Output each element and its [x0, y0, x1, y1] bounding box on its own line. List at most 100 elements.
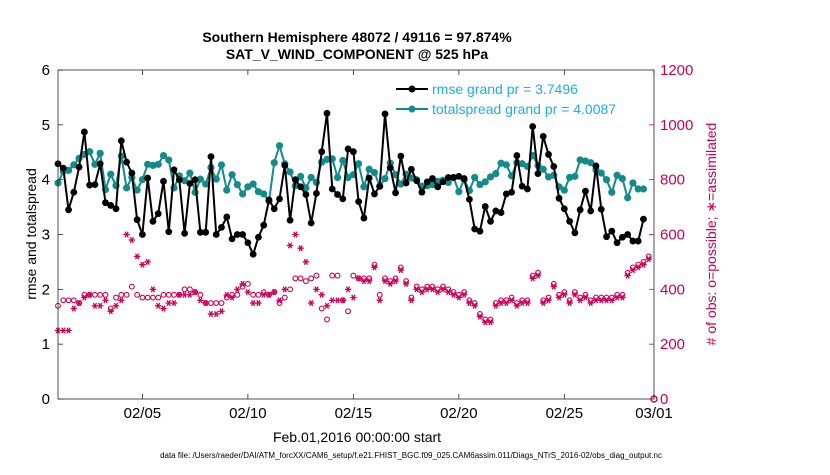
legend-rmse-marker: [408, 85, 416, 93]
y2-tick-label: 200: [660, 336, 685, 353]
obs-assimilated-point: [123, 231, 130, 238]
asterisk-stroke: [282, 286, 287, 293]
obs-possible-point: [123, 291, 130, 298]
rmse-point: [265, 196, 273, 204]
totalspread-point: [539, 165, 547, 173]
totalspread-point: [165, 156, 173, 164]
y-tick-label: 3: [42, 227, 50, 244]
y-tick-label: 1: [42, 336, 50, 353]
obs-possible-point: [450, 289, 457, 296]
obs-possible-point: [260, 289, 267, 296]
totalspread-point: [64, 166, 73, 174]
totalspread-point: [239, 190, 247, 198]
totalspread-point: [365, 165, 373, 173]
obs-possible-point: [266, 291, 272, 298]
obs-possible-point: [577, 294, 584, 301]
obs-possible-point: [550, 280, 557, 287]
rmse-point: [624, 231, 632, 238]
obs-possible-point: [455, 291, 462, 298]
asterisk-stroke: [161, 305, 166, 312]
rmse-point: [529, 123, 537, 130]
rmse-point: [360, 214, 368, 222]
obs-possible-point: [624, 269, 631, 276]
y2-axis-label: # of obs: o=possible; ∗=assimilated: [703, 123, 719, 346]
totalspread-point: [307, 173, 315, 182]
obs-assimilated-point: [255, 299, 262, 307]
obs-possible-point: [186, 286, 193, 293]
totalspread-point: [323, 155, 331, 163]
asterisk-stroke: [345, 286, 351, 293]
obs-possible-point: [645, 253, 652, 260]
asterisk-stroke: [335, 297, 340, 304]
obs-assimilated-point: [350, 294, 357, 301]
obs-possible-point: [70, 297, 77, 304]
rmse-point: [291, 176, 299, 184]
asterisk-stroke: [71, 305, 76, 312]
obs-possible-point: [524, 297, 531, 304]
obs-possible-point: [102, 291, 109, 298]
totalspread-point: [502, 161, 510, 169]
totalspread-point: [154, 160, 162, 168]
obs-possible-point: [281, 294, 288, 301]
asterisk-stroke: [377, 297, 382, 304]
obs-possible-point: [223, 294, 230, 301]
rmse-point: [492, 207, 500, 215]
rmse-point: [439, 178, 447, 186]
rmse-point: [334, 191, 341, 198]
obs-possible-point: [508, 294, 515, 301]
obs-possible-point: [413, 283, 420, 290]
rmse-point: [518, 182, 526, 190]
obs-assimilated-point: [218, 308, 225, 315]
obs-possible-point: [535, 269, 541, 276]
obs-assimilated-point: [292, 231, 299, 238]
asterisk-stroke: [298, 245, 303, 252]
obs-possible-point: [255, 291, 262, 298]
obs-possible-point: [302, 278, 309, 285]
rmse-point: [418, 188, 426, 196]
legend-box: [392, 78, 644, 122]
totalspread-point: [486, 173, 495, 181]
rmse-point: [307, 219, 315, 227]
rmse-point: [634, 237, 642, 245]
rmse-point: [413, 177, 421, 185]
totalspread-point: [228, 171, 236, 179]
totalspread-point: [639, 185, 648, 193]
footnote: data file: /Users/raeder/DAI/ATM_forcXX/…: [160, 451, 662, 460]
rmse-point: [128, 169, 136, 177]
rmse-point: [80, 128, 88, 136]
rmse-point: [170, 166, 178, 174]
obs-possible-point: [635, 261, 642, 268]
totalspread-point: [107, 170, 115, 178]
rmse-point: [59, 164, 67, 172]
totalspread-point: [370, 168, 379, 177]
rmse-point: [165, 228, 173, 236]
totalspread-point: [471, 173, 479, 182]
rmse-point: [323, 109, 331, 117]
asterisk-stroke: [235, 286, 240, 293]
rmse-point: [640, 215, 647, 223]
rmse-point: [460, 175, 468, 182]
obs-assimilated-point: [244, 288, 252, 296]
obs-possible-point: [287, 286, 294, 293]
obs-possible-point: [382, 275, 388, 282]
asterisk-stroke: [214, 310, 219, 318]
obs-possible-point: [608, 294, 615, 301]
rmse-point: [286, 216, 294, 224]
rmse-point: [260, 221, 268, 229]
rmse-point: [339, 195, 347, 203]
asterisk-stroke: [140, 261, 145, 268]
obs-assimilated-point: [102, 297, 109, 304]
obs-assimilated-point: [344, 286, 352, 293]
rmse-point: [476, 227, 484, 235]
x-tick-label: 02/20: [440, 405, 478, 422]
rmse-point: [133, 216, 141, 224]
rmse-point: [181, 230, 188, 237]
legend-spread-marker: [408, 105, 416, 113]
rmse-point: [281, 162, 289, 169]
asterisk-stroke: [314, 286, 319, 293]
asterisk-stroke: [92, 302, 98, 309]
obs-possible-point: [313, 272, 320, 279]
obs-possible-point: [471, 300, 478, 306]
obs-possible-point: [345, 308, 352, 315]
rmse-point: [534, 170, 542, 178]
